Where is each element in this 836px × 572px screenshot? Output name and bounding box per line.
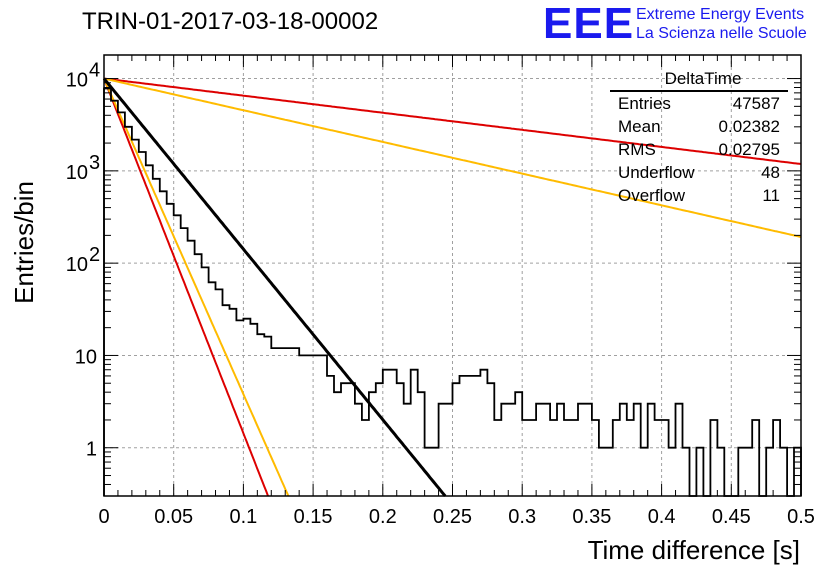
y-tick-exponent: 4 — [89, 60, 100, 82]
x-tick-label: 0.35 — [572, 506, 611, 528]
fit-curve-orange — [103, 77, 802, 238]
axis-ticks: 0 0.05 0.1 0.15 0.2 0.25 0.3 0.35 0.4 0.45 0.5 1 10 1… — [66, 55, 815, 528]
x-tick-label: 0.2 — [369, 506, 397, 528]
grid-lines — [104, 55, 801, 496]
y-tick-label: 10 — [66, 162, 88, 184]
stats-label: Underflow — [618, 163, 695, 182]
x-tick-label: 0.3 — [508, 506, 536, 528]
logo-line-2: La Scienza nelle Scuole — [636, 25, 807, 42]
stats-label: Entries — [618, 94, 671, 113]
stats-row-overflow: Overflow 11 — [610, 184, 780, 207]
stats-row-mean: Mean 0.02382 — [610, 115, 780, 138]
stats-value: 47587 — [732, 94, 780, 113]
stats-row-underflow: Underflow 48 — [610, 161, 780, 184]
fit-curve-red — [103, 78, 269, 497]
x-tick-label: 0.45 — [712, 506, 751, 528]
stats-value: 0.02382 — [718, 117, 780, 136]
eee-logo: EEE — [543, 0, 635, 48]
stats-row-rms: RMS 0.02795 — [610, 138, 780, 161]
stats-label: Mean — [618, 117, 661, 136]
stats-value: 11 — [762, 186, 780, 205]
x-tick-label: 0.1 — [229, 506, 257, 528]
y-axis-label: Entries/bin — [9, 181, 39, 304]
x-tick-label: 0.25 — [433, 506, 472, 528]
y-tick-label: 10 — [66, 70, 88, 92]
stats-label: Overflow — [618, 186, 686, 205]
x-tick-label: 0.15 — [294, 506, 333, 528]
fit-curve-black — [102, 77, 447, 497]
y-tick-label: 10 — [66, 254, 88, 276]
fit-curve-orange — [103, 78, 290, 497]
x-tick-label: 0.05 — [154, 506, 193, 528]
logo-line-1: Extreme Energy Events — [636, 6, 805, 23]
y-tick-exponent: 3 — [89, 152, 100, 174]
chart-title: TRIN-01-2017-03-18-00002 — [82, 8, 379, 35]
stats-value: 0.02795 — [718, 140, 780, 159]
stats-value: 48 — [761, 163, 780, 182]
x-axis-label: Time difference [s] — [588, 535, 800, 565]
stats-title: DeltaTime — [610, 68, 788, 92]
fit-curve-red — [103, 77, 802, 165]
fit-curves — [102, 77, 802, 497]
y-tick-exponent: 2 — [89, 244, 100, 266]
stats-row-entries: Entries 47587 — [610, 92, 780, 115]
stats-label: RMS — [618, 140, 656, 159]
x-tick-label: 0.4 — [648, 506, 676, 528]
y-tick-label: 1 — [86, 439, 97, 461]
stats-box: DeltaTime Entries 47587 Mean 0.02382 RMS 0.… — [610, 68, 788, 207]
x-tick-label: 0 — [98, 506, 109, 528]
x-tick-label: 0.5 — [787, 506, 815, 528]
y-tick-label: 10 — [75, 346, 97, 368]
